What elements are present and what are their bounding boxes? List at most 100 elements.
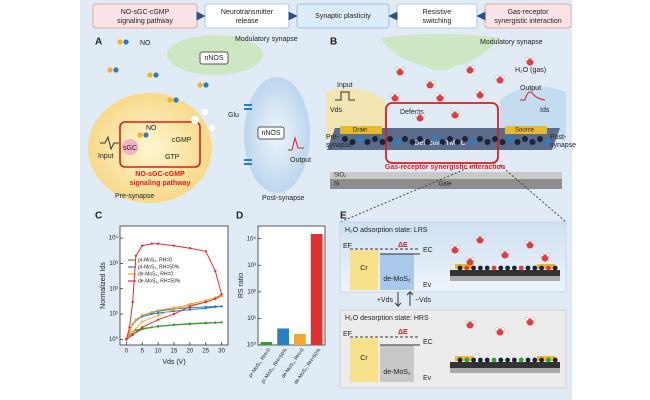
atom	[505, 357, 510, 363]
atom	[514, 139, 521, 145]
decoration	[350, 250, 378, 290]
no-dot	[197, 82, 203, 88]
x-axis-label: Vds (V)	[162, 359, 185, 366]
water-h	[441, 93, 445, 97]
label: Vds	[330, 107, 343, 114]
atom	[499, 139, 506, 145]
decoration	[537, 356, 555, 361]
label: EC	[423, 247, 433, 254]
water-h	[475, 235, 479, 239]
no-dot	[167, 97, 173, 103]
flow-text: signaling pathway	[117, 18, 173, 25]
point	[214, 297, 217, 301]
decoration	[257, 126, 285, 140]
label: Cr	[360, 355, 368, 362]
point	[220, 295, 223, 298]
atom	[379, 139, 386, 145]
atom	[491, 357, 497, 363]
point	[204, 300, 207, 304]
legend-text: de-MoS₂, RH=0	[138, 271, 173, 277]
x-tick-label: 20	[187, 349, 194, 355]
point	[150, 242, 153, 245]
decoration	[499, 164, 567, 223]
point	[172, 312, 176, 316]
label: Input	[337, 82, 353, 89]
atom	[457, 357, 463, 363]
label: ΔE	[398, 242, 408, 249]
label: Glu	[228, 112, 239, 119]
decoration	[119, 121, 201, 168]
label: Ev	[423, 375, 432, 382]
decoration	[450, 368, 560, 373]
point	[220, 321, 223, 324]
point	[134, 318, 138, 321]
atom	[387, 136, 393, 142]
atom	[372, 136, 378, 142]
atom	[462, 136, 468, 142]
point	[188, 246, 192, 250]
atom	[532, 265, 538, 271]
water-h	[390, 93, 394, 97]
x-tick-label: 25	[202, 349, 209, 355]
decoration	[455, 264, 473, 269]
point	[156, 325, 160, 328]
atom	[478, 265, 483, 271]
decoration	[209, 125, 215, 131]
water-h	[450, 110, 454, 114]
atom	[546, 357, 551, 363]
point	[156, 314, 160, 317]
panel-label: E	[340, 211, 347, 222]
legend-text: NO	[140, 40, 151, 47]
atom	[471, 265, 476, 271]
atom	[484, 139, 491, 145]
point	[128, 326, 131, 329]
atom	[537, 136, 543, 142]
label: signaling pathway	[130, 180, 191, 187]
atom	[364, 139, 371, 145]
water-h	[421, 113, 425, 117]
point	[150, 310, 153, 314]
atom	[532, 357, 538, 363]
y-tick-label: 10⁴	[109, 235, 119, 242]
point	[156, 309, 160, 312]
atom	[394, 139, 401, 145]
point	[204, 250, 207, 253]
label: Pre-synapse	[115, 193, 154, 200]
decoration	[450, 276, 560, 281]
flow-text: Neurotransmitter	[221, 9, 274, 16]
x-tick-label: 10	[155, 349, 162, 355]
decoration	[100, 135, 119, 151]
label: Output	[290, 157, 311, 164]
y-axis-label: Normalized Ids	[100, 262, 107, 309]
decoration	[450, 362, 560, 368]
flow-text: switching	[423, 18, 452, 25]
point	[204, 321, 207, 325]
label: Pre-	[326, 134, 340, 141]
panel-label: A	[95, 37, 102, 48]
label: Output	[520, 85, 541, 92]
label: Source	[515, 128, 535, 134]
decoration	[394, 292, 402, 308]
point	[214, 269, 217, 273]
label: Ev	[423, 282, 432, 289]
atom	[539, 357, 544, 363]
point	[188, 322, 192, 325]
point	[156, 318, 160, 321]
atom	[349, 139, 356, 145]
x-tick-label: 30	[218, 349, 225, 355]
atom	[546, 265, 551, 271]
label: GTP	[165, 154, 180, 161]
water-h	[465, 320, 469, 324]
label: H₂O adsorption state: LRS	[345, 227, 428, 234]
label: Gate	[438, 182, 452, 188]
label: de-MoS₂	[383, 276, 411, 283]
water-h	[435, 93, 439, 97]
point	[188, 308, 192, 311]
no-dot	[143, 132, 149, 138]
water-h	[495, 327, 499, 331]
atom	[447, 136, 453, 142]
decoration	[191, 116, 199, 124]
bar	[260, 341, 273, 345]
water-h	[401, 67, 405, 71]
